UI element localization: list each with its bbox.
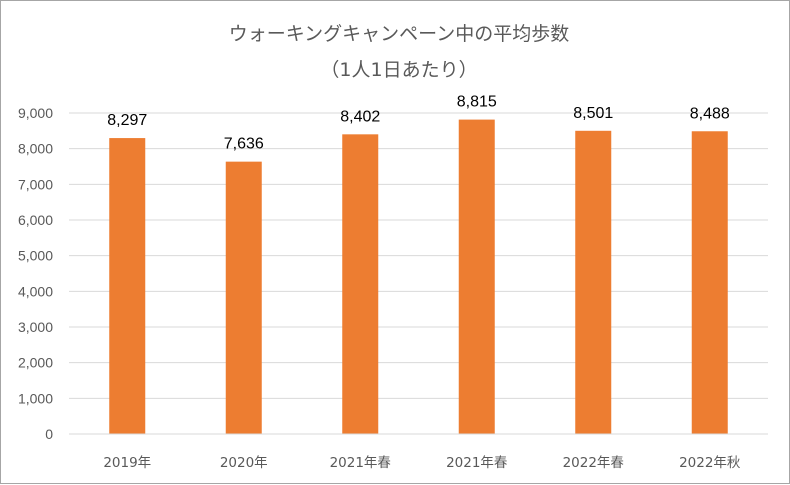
data-label: 8,297 [107, 112, 147, 129]
x-category-label: 2022年春 [563, 455, 625, 471]
data-label: 8,815 [457, 94, 497, 111]
y-tick-label: 3,000 [18, 319, 53, 335]
y-tick-label: 9,000 [18, 105, 53, 121]
y-axis-ticks: 0 1,000 2,000 3,000 4,000 5,000 6,000 7,000 8,00… [18, 105, 53, 442]
data-label: 7,636 [224, 136, 264, 153]
x-category-label: 2019年 [103, 455, 151, 471]
y-tick-label: 0 [45, 426, 53, 442]
y-tick-label: 6,000 [18, 212, 53, 228]
y-tick-label: 4,000 [18, 283, 53, 299]
bar [109, 138, 146, 434]
y-tick-label: 2,000 [18, 355, 53, 371]
data-label: 8,402 [340, 108, 380, 125]
data-labels: 8,297 7,636 8,402 8,815 8,501 8,488 [107, 94, 730, 153]
data-label: 8,501 [573, 105, 613, 122]
x-axis-categories: 2019年 2020年 2021年春 2021年春 2022年春 2022年秋 [103, 455, 741, 471]
bar [575, 130, 612, 434]
x-category-label: 2022年秋 [679, 455, 741, 471]
gridlines [69, 112, 768, 399]
x-category-label: 2021年春 [446, 455, 508, 471]
chart-title: ウォーキングキャンペーン中の平均歩数 [229, 23, 569, 45]
bar [458, 119, 495, 435]
bar [691, 131, 728, 434]
bar [225, 161, 262, 434]
data-label: 8,488 [690, 105, 730, 122]
bar [342, 134, 379, 434]
y-tick-label: 8,000 [18, 141, 53, 157]
y-tick-label: 5,000 [18, 248, 53, 264]
y-tick-label: 7,000 [18, 176, 53, 192]
bars [109, 119, 728, 435]
y-tick-label: 1,000 [18, 390, 53, 406]
x-category-label: 2021年春 [330, 455, 392, 471]
x-category-label: 2020年 [220, 455, 268, 471]
chart-subtitle: （1人1日あたり） [320, 59, 477, 81]
